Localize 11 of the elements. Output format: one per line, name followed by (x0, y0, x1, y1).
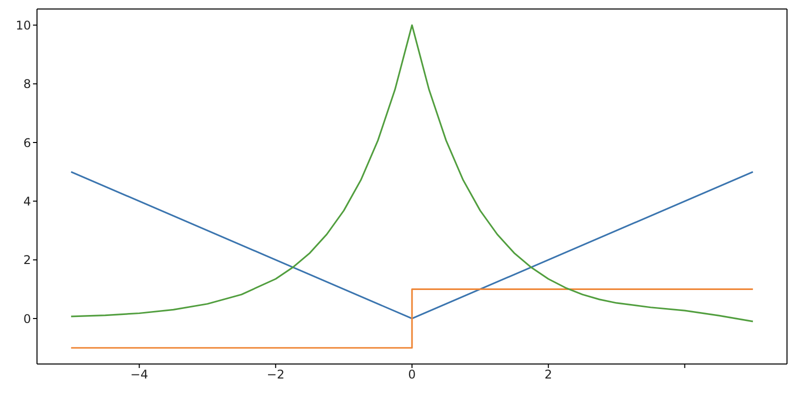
y-tick-label: 4 (23, 194, 31, 208)
x-tick-label: 2 (544, 368, 552, 382)
x-tick-label: −2 (266, 368, 284, 382)
y-tick-label: 0 (23, 312, 31, 326)
y-tick-label: 8 (23, 77, 31, 92)
x-tick-label: 0 (408, 368, 416, 382)
y-tick-label: 10 (16, 18, 31, 32)
y-tick-label: 6 (23, 136, 31, 150)
line-series (70, 24, 754, 322)
y-tick-label: 2 (23, 253, 31, 268)
x-tick-label: −4 (130, 368, 148, 382)
